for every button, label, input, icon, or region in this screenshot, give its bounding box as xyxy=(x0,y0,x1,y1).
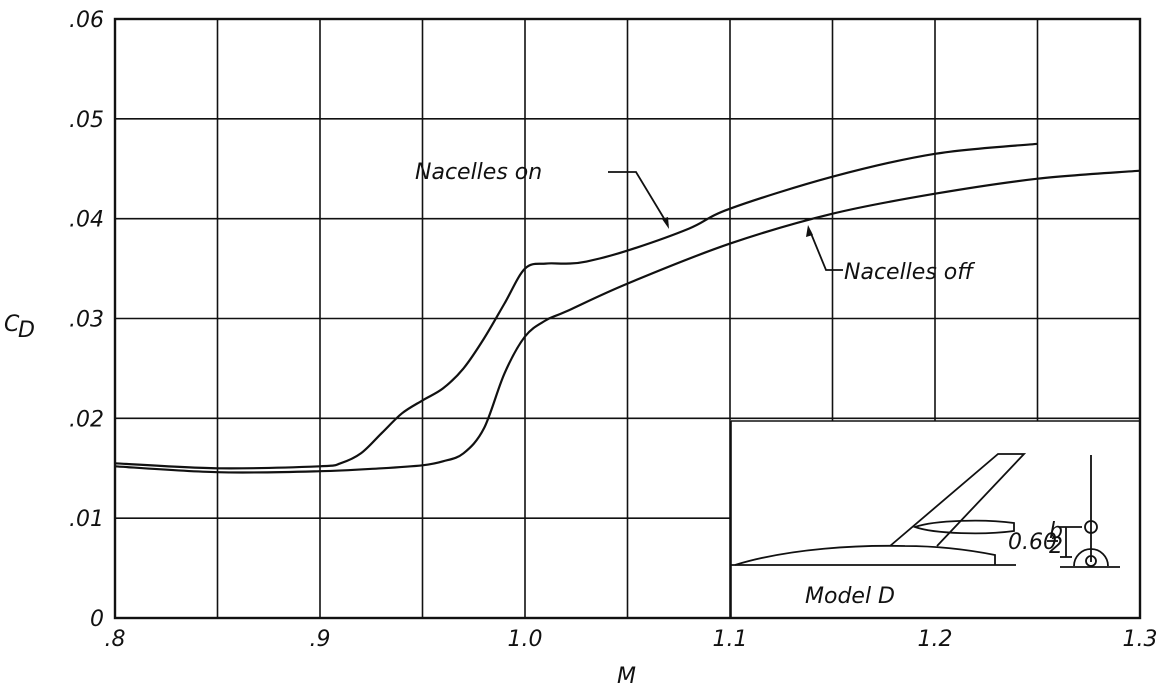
front-view-fuselage xyxy=(1073,548,1109,567)
y-tick-label: .05 xyxy=(69,108,104,133)
x-tick-label: .8 xyxy=(105,627,126,652)
arrow-nacelles-on xyxy=(662,217,669,229)
x-tick-label: 1.2 xyxy=(918,627,953,652)
x-tick-label: .9 xyxy=(310,627,331,652)
x-axis-label: M xyxy=(617,664,636,689)
y-tick-label: 0 xyxy=(90,607,104,632)
dimension-fraction-num: b xyxy=(1049,519,1063,544)
y-axis-label: C xyxy=(4,312,20,337)
annotations: Nacelles on Nacelles off xyxy=(415,160,975,285)
wing-outline xyxy=(889,453,1027,547)
y-tick-label: .02 xyxy=(69,407,104,432)
annotation-nacelles-on: Nacelles on xyxy=(415,160,542,185)
leader-nacelles-off xyxy=(809,230,843,271)
inset-background xyxy=(731,421,1140,618)
y-tick-label: .06 xyxy=(69,8,104,33)
fuselage-outline xyxy=(734,544,996,566)
x-tick-label: 1.0 xyxy=(508,627,543,652)
annotation-nacelles-off: Nacelles off xyxy=(844,260,975,285)
series-line-nacelles-off xyxy=(114,169,1141,474)
grid-lines xyxy=(115,19,1140,618)
y-tick-label: .01 xyxy=(69,507,104,532)
plot-frame xyxy=(113,17,1142,620)
front-view-hub xyxy=(1085,555,1097,567)
nacelle-outline xyxy=(912,519,1015,535)
front-view-nacelle xyxy=(1084,520,1098,534)
x-tick-label: 1.3 xyxy=(1123,627,1158,652)
tick-labels: .8 .9 1.0 1.1 1.2 1.3 0 .01 .02 .03 .04 .05 .06 xyxy=(69,8,1158,652)
x-tick-label: 1.1 xyxy=(713,627,748,652)
y-tick-label: .03 xyxy=(69,308,104,333)
y-axis-label-sub: D xyxy=(18,318,35,343)
model-inset: 0.60 b 2 Model D xyxy=(730,420,1140,618)
series-line-nacelles-on xyxy=(114,142,1038,470)
series-lines xyxy=(114,142,1141,474)
arrow-nacelles-off xyxy=(806,225,813,237)
leader-nacelles-on xyxy=(608,171,669,226)
dimension-value: 0.60 xyxy=(1008,530,1057,555)
dimension-fraction-den: 2 xyxy=(1049,534,1063,559)
model-label: Model D xyxy=(805,584,895,609)
y-tick-label: .04 xyxy=(69,208,104,233)
